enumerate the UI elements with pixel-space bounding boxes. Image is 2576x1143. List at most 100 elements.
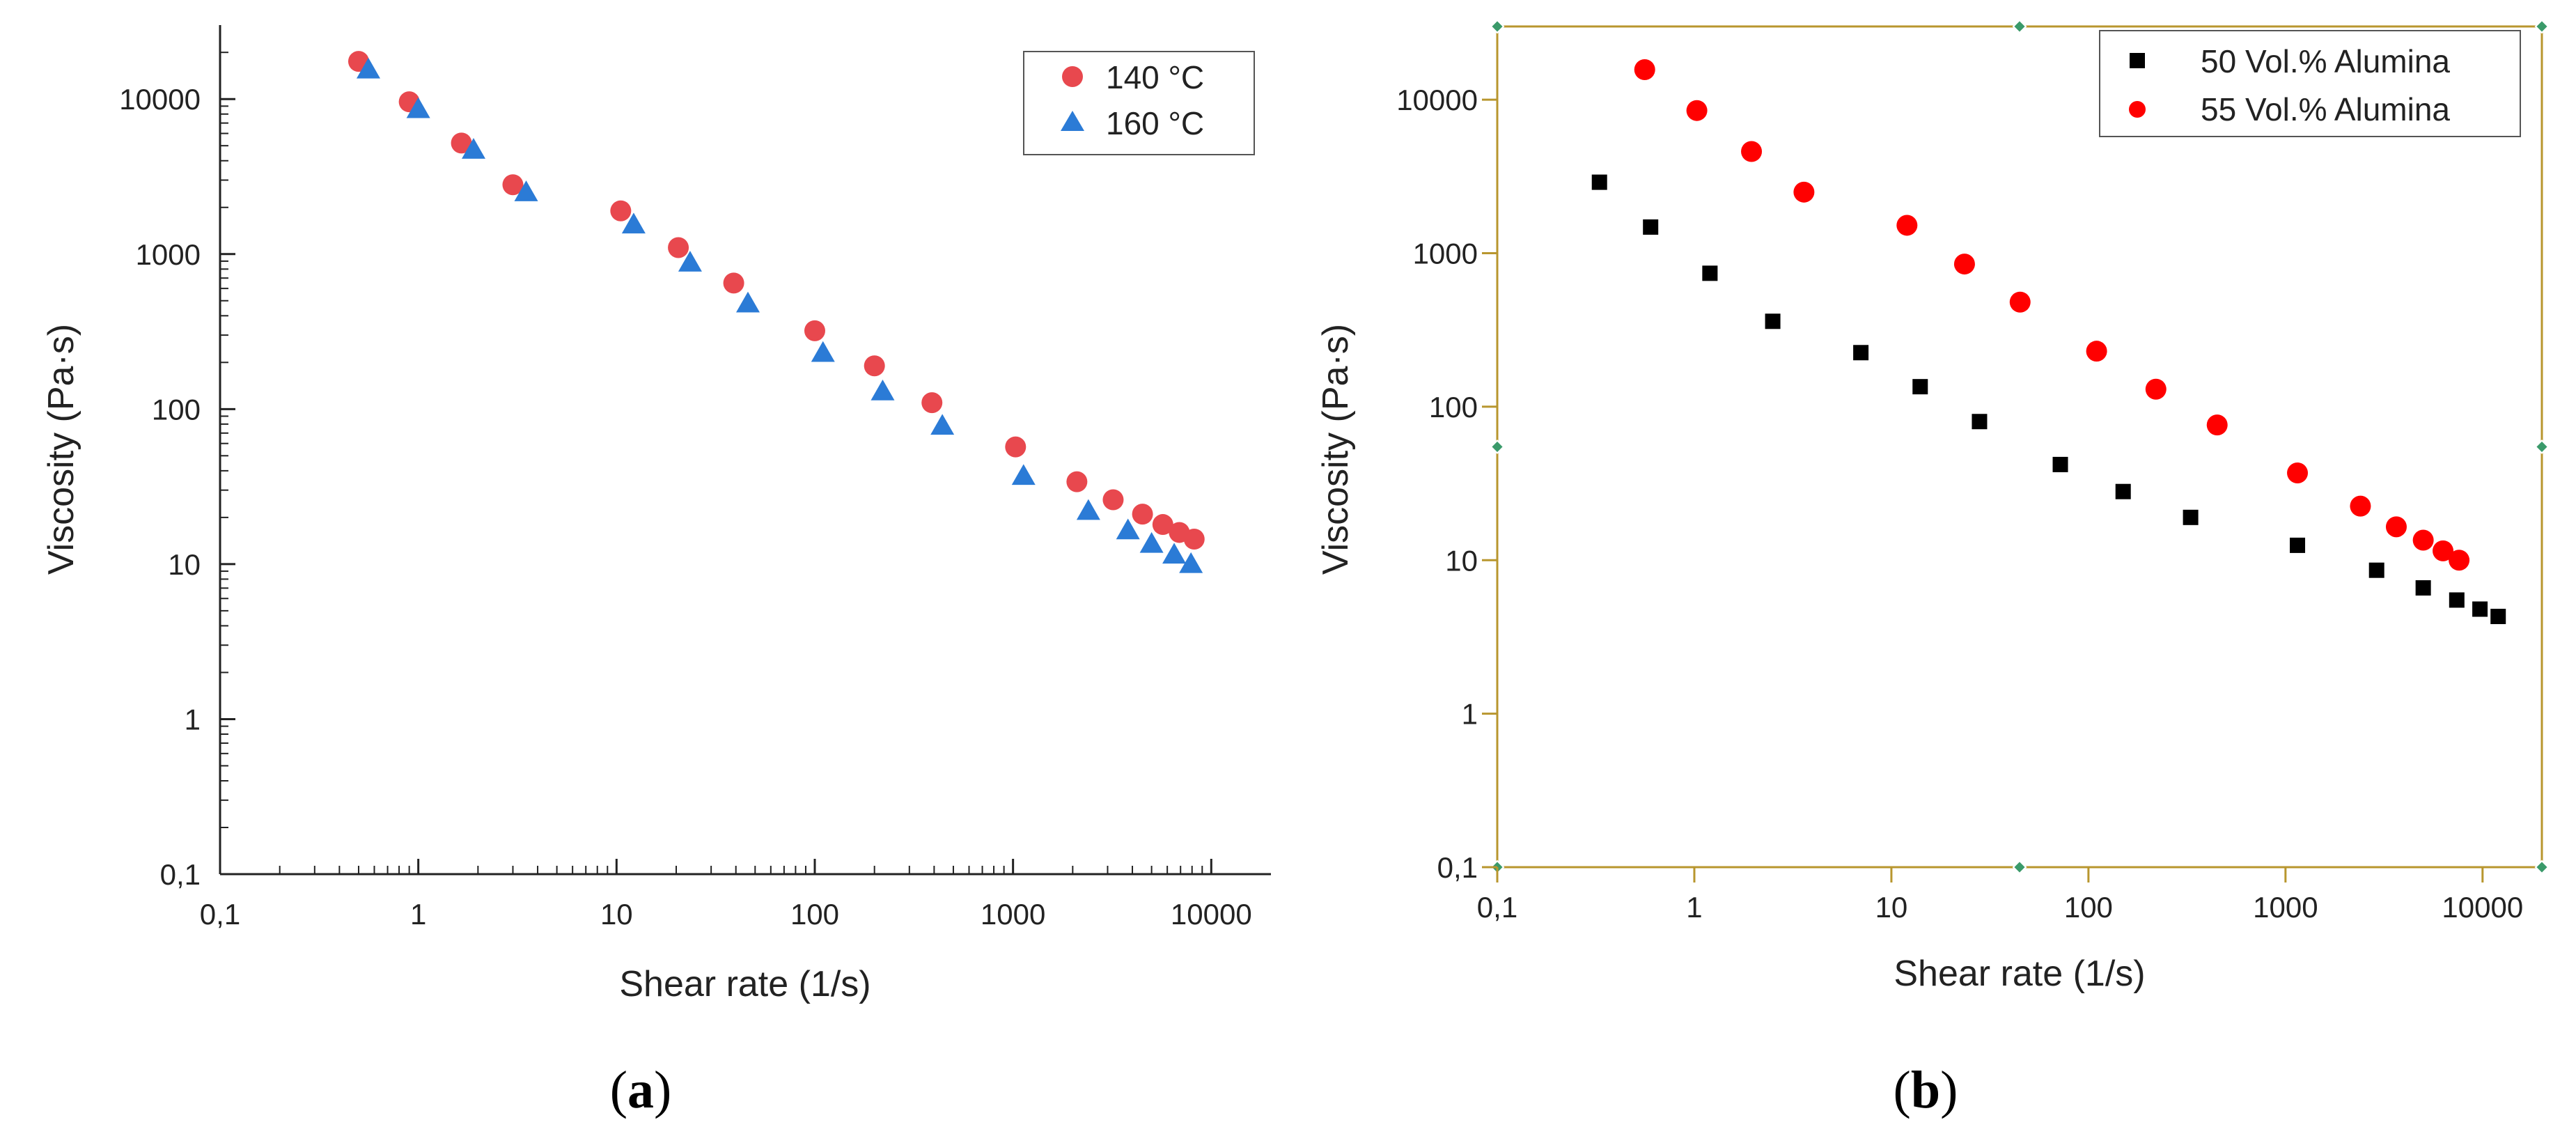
chart-b-point-s1 bbox=[1912, 379, 1928, 395]
chart-b-point-s2 bbox=[1634, 59, 1655, 80]
chart-a-panel-label-close: ) bbox=[654, 1061, 671, 1119]
chart-a-point-s2 bbox=[735, 291, 760, 313]
chart-a-ytick-label: 1000 bbox=[136, 238, 201, 271]
chart-a-point-s1 bbox=[864, 355, 885, 377]
chart-b-frame-handle[interactable] bbox=[2534, 440, 2550, 454]
chart-a-point-s1 bbox=[502, 174, 524, 196]
chart-a-point-s2 bbox=[1076, 499, 1100, 520]
chart-a-panel-label-letter: a bbox=[627, 1061, 654, 1119]
chart-b-points bbox=[1591, 59, 2506, 625]
chart-a: 0,1 1 10 100 1000 10000 0,1 1 10 100 1000 10000 She… bbox=[41, 25, 1271, 1119]
chart-b-legend-box bbox=[2099, 30, 2521, 137]
chart-b-ytick-label: 1000 bbox=[1413, 238, 1478, 270]
chart-b-point-s2 bbox=[2449, 550, 2470, 571]
chart-a-xlabel: Shear rate (1/s) bbox=[619, 964, 871, 1004]
chart-b-ytick-label: 10 bbox=[1445, 544, 1478, 577]
chart-a-point-s1 bbox=[723, 272, 744, 294]
chart-b-frame-handle[interactable] bbox=[1490, 19, 1505, 34]
chart-a-point-s2 bbox=[811, 341, 835, 362]
chart-b-xtick-label: 10000 bbox=[2442, 891, 2523, 924]
chart-b-point-s1 bbox=[1972, 414, 1988, 430]
chart-a-ytick-label: 0,1 bbox=[160, 858, 201, 891]
chart-a-point-s1 bbox=[921, 392, 943, 414]
chart-b-xtick-label: 100 bbox=[2064, 891, 2113, 924]
chart-a-legend-label-160: 160 °C bbox=[1106, 105, 1204, 141]
chart-b-point-s2 bbox=[1953, 254, 1975, 275]
chart-a-xtick-label: 100 bbox=[790, 898, 839, 931]
chart-b-point-s1 bbox=[1765, 313, 1781, 329]
chart-b-point-s2 bbox=[1896, 215, 1918, 236]
chart-b-frame-handle[interactable] bbox=[1490, 440, 1505, 454]
chart-a-ticks: 0,1 1 10 100 1000 10000 0,1 1 10 100 1000 10000 bbox=[119, 52, 1252, 931]
chart-b: 0,1 1 10 100 1000 10000 0,1 1 10 100 1000 10000 She… bbox=[1316, 19, 2550, 1119]
chart-a-point-s1 bbox=[1005, 436, 1027, 458]
chart-a-legend-marker-160 bbox=[1061, 111, 1084, 131]
chart-a-point-s1 bbox=[804, 320, 825, 341]
chart-b-ylabel: Viscosity (Pa·s) bbox=[1316, 324, 1356, 575]
chart-b-legend-label-55: 55 Vol.% Alumina bbox=[2201, 91, 2450, 127]
chart-b-point-s2 bbox=[2145, 378, 2167, 400]
chart-b-point-s1 bbox=[1643, 219, 1659, 235]
chart-b-point-s2 bbox=[2206, 414, 2228, 436]
chart-b-legend-marker-50 bbox=[2130, 53, 2145, 68]
chart-b-legend: 50 Vol.% Alumina 55 Vol.% Alumina bbox=[2099, 30, 2521, 137]
chart-b-point-s2 bbox=[2086, 341, 2107, 362]
chart-a-point-s1 bbox=[1183, 528, 1205, 550]
chart-b-frame-handle[interactable] bbox=[2012, 860, 2027, 875]
chart-b-legend-label-50: 50 Vol.% Alumina bbox=[2201, 43, 2450, 79]
chart-a-point-s2 bbox=[514, 180, 538, 201]
chart-a-xtick-label: 10000 bbox=[1171, 898, 1252, 931]
chart-a-point-s2 bbox=[356, 57, 380, 79]
chart-a-points bbox=[348, 51, 1205, 573]
chart-b-xtick-label: 1000 bbox=[2253, 891, 2318, 924]
chart-b-panel-label: (b) bbox=[1894, 1061, 1958, 1119]
chart-b-point-s1 bbox=[2449, 592, 2465, 608]
chart-b-point-s1 bbox=[1591, 174, 1607, 190]
chart-b-ytick-label: 10000 bbox=[1396, 84, 1478, 116]
chart-b-frame-handle[interactable] bbox=[2534, 860, 2550, 875]
chart-b-point-s1 bbox=[2415, 580, 2431, 596]
chart-a-point-s2 bbox=[678, 251, 702, 272]
chart-b-point-s1 bbox=[2052, 456, 2068, 472]
chart-b-xtick-label: 0,1 bbox=[1477, 891, 1517, 924]
chart-b-point-s2 bbox=[1793, 181, 1815, 203]
chart-b-panel-label-open: ( bbox=[1894, 1061, 1911, 1119]
chart-a-legend: 140 °C 160 °C bbox=[1023, 51, 1255, 155]
chart-a-panel-label-open: ( bbox=[610, 1061, 627, 1119]
chart-b-legend-marker-55 bbox=[2129, 101, 2146, 118]
chart-b-point-s2 bbox=[1686, 100, 1708, 121]
chart-a-point-s1 bbox=[1102, 489, 1124, 511]
chart-a-point-s2 bbox=[406, 97, 430, 118]
chart-a-point-s2 bbox=[462, 138, 486, 159]
chart-a-ytick-label: 1 bbox=[185, 703, 201, 736]
chart-b-point-s2 bbox=[2350, 495, 2371, 517]
chart-a-point-s2 bbox=[1162, 543, 1187, 564]
chart-a-xtick-label: 1000 bbox=[981, 898, 1045, 931]
chart-b-point-s2 bbox=[2412, 529, 2434, 551]
chart-a-axes bbox=[219, 25, 1271, 876]
chart-b-point-s1 bbox=[1853, 345, 1869, 361]
chart-a-xtick-label: 0,1 bbox=[200, 898, 240, 931]
chart-b-frame-handle[interactable] bbox=[2012, 19, 2027, 34]
chart-b-point-s1 bbox=[2115, 483, 2131, 499]
chart-a-point-s2 bbox=[871, 379, 895, 401]
chart-b-panel-label-close: ) bbox=[1940, 1061, 1958, 1119]
chart-a-point-s2 bbox=[1011, 464, 1036, 485]
chart-a-ylabel: Viscosity (Pa·s) bbox=[41, 324, 81, 575]
chart-a-ytick-label: 10 bbox=[168, 548, 201, 581]
chart-a-point-s1 bbox=[451, 132, 472, 154]
chart-b-frame-handle[interactable] bbox=[2534, 19, 2550, 34]
chart-b-point-s2 bbox=[2287, 462, 2309, 484]
chart-b-point-s1 bbox=[2290, 537, 2306, 553]
chart-b-ytick-label: 100 bbox=[1429, 391, 1478, 423]
chart-a-legend-marker-140 bbox=[1062, 66, 1083, 87]
chart-b-xtick-label: 1 bbox=[1686, 891, 1702, 924]
chart-a-point-s2 bbox=[930, 414, 955, 435]
chart-b-xlabel: Shear rate (1/s) bbox=[1894, 954, 2145, 994]
chart-a-point-s1 bbox=[1132, 504, 1153, 525]
chart-b-panel-label-letter: b bbox=[1911, 1061, 1940, 1119]
chart-a-point-s2 bbox=[1179, 552, 1203, 573]
chart-a-ytick-label: 10000 bbox=[119, 83, 201, 116]
chart-a-legend-label-140: 140 °C bbox=[1106, 59, 1204, 95]
